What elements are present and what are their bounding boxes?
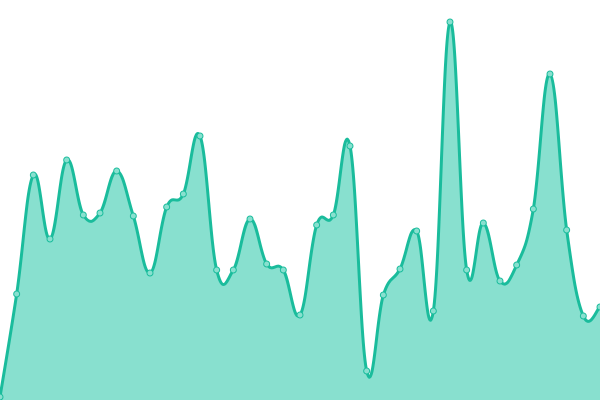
data-point-9 (146, 269, 154, 277)
data-point-10 (163, 203, 171, 211)
data-point-36 (596, 303, 600, 311)
data-point-33 (546, 70, 554, 78)
data-point-26 (429, 307, 437, 315)
data-point-13 (213, 266, 221, 274)
data-point-22 (363, 367, 371, 375)
data-point-2 (29, 171, 37, 179)
data-point-8 (129, 212, 137, 220)
data-point-27 (446, 18, 454, 26)
data-point-25 (413, 227, 421, 235)
data-point-17 (279, 266, 287, 274)
data-point-16 (263, 260, 271, 268)
data-point-29 (479, 219, 487, 227)
data-point-28 (463, 266, 471, 274)
data-point-31 (513, 261, 521, 269)
data-point-0 (0, 393, 4, 400)
data-point-4 (63, 156, 71, 164)
data-point-20 (329, 211, 337, 219)
data-point-35 (579, 312, 587, 320)
data-point-18 (296, 311, 304, 319)
data-point-7 (113, 167, 121, 175)
data-point-32 (529, 205, 537, 213)
data-point-24 (396, 265, 404, 273)
data-point-5 (79, 211, 87, 219)
data-point-14 (229, 266, 237, 274)
series-area (0, 21, 600, 400)
data-point-11 (179, 190, 187, 198)
data-point-23 (379, 291, 387, 299)
data-point-6 (96, 209, 104, 217)
data-point-30 (496, 277, 504, 285)
data-point-21 (346, 142, 354, 150)
data-point-12 (196, 132, 204, 140)
data-point-1 (13, 290, 21, 298)
data-point-3 (46, 235, 54, 243)
data-points (0, 18, 600, 400)
data-point-19 (313, 221, 321, 229)
data-point-15 (246, 215, 254, 223)
data-point-34 (563, 226, 571, 234)
